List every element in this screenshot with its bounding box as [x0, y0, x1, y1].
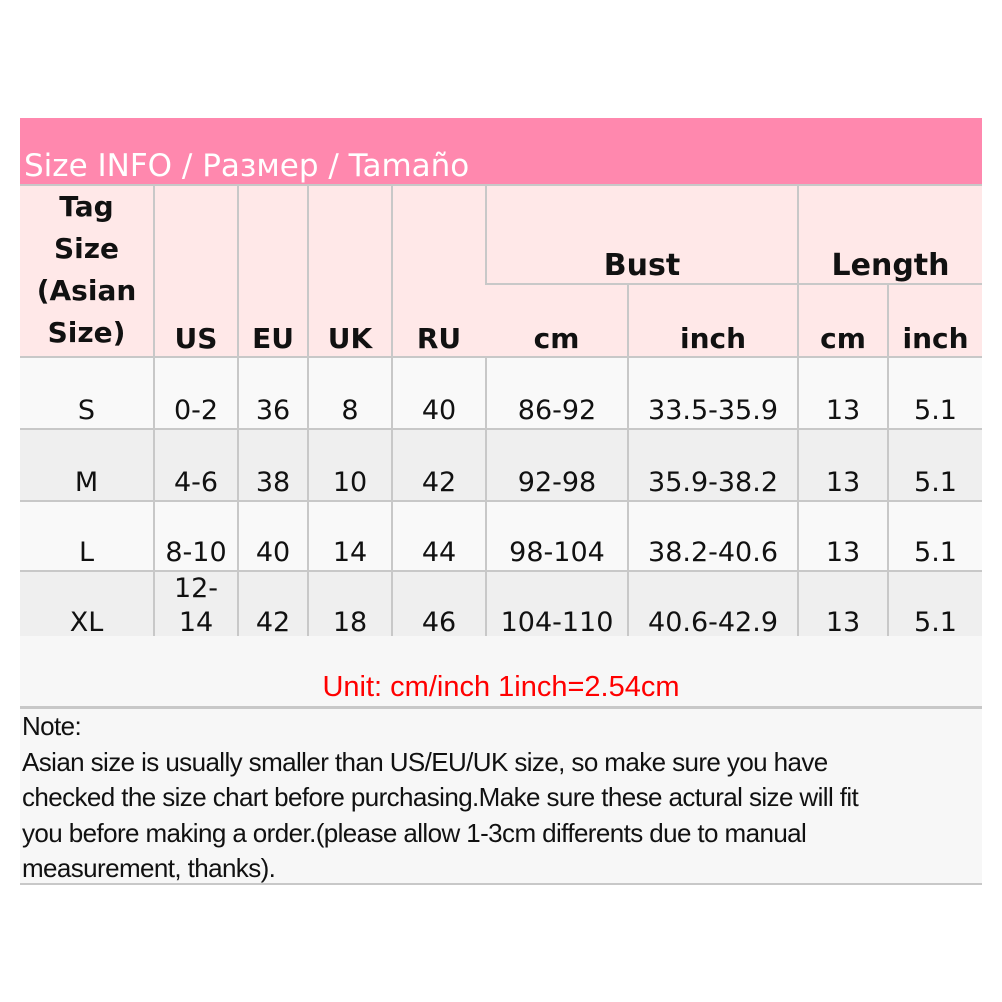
- cell-uk: 14: [307, 500, 392, 572]
- cell-bust-inch: 33.5-35.9: [626, 356, 799, 430]
- header-bust-inch: inch: [626, 283, 799, 358]
- header-eu: EU: [237, 184, 308, 358]
- size-table: Tag Size (Asian Size) US EU UK RU Bust L…: [20, 183, 983, 642]
- cell-ru: 46: [391, 570, 486, 642]
- cell-length-cm: 13: [797, 570, 889, 642]
- cell-eu: 38: [237, 428, 308, 502]
- cell-length-cm: 13: [797, 500, 889, 572]
- header-length: Length: [797, 183, 983, 286]
- cell-bust-inch: 35.9-38.2: [626, 428, 799, 502]
- cell-us: 12-14: [153, 570, 238, 642]
- unit-row: Unit: cm/inch 1inch=2.54cm: [20, 636, 982, 709]
- cell-length-inch: 5.1: [887, 570, 983, 642]
- cell-length-inch: 5.1: [887, 500, 983, 572]
- table-row: L 8-10 40 14 44 98-104 38.2-40.6 13 5.1: [20, 500, 983, 572]
- cell-bust-cm: 104-110: [485, 570, 628, 642]
- cell-uk: 10: [307, 428, 392, 502]
- cell-bust-cm: 92-98: [485, 428, 628, 502]
- header-uk: UK: [307, 184, 392, 358]
- title: Size INFO / Размер / Tamaño: [24, 148, 470, 184]
- table-row: XL 12-14 42 18 46 104-110 40.6-42.9 13 5…: [20, 570, 983, 642]
- cell-bust-cm: 98-104: [485, 500, 628, 572]
- cell-eu: 36: [237, 356, 308, 430]
- cell-bust-cm: 86-92: [485, 356, 628, 430]
- cell-ru: 42: [391, 428, 486, 502]
- cell-tag: M: [20, 428, 154, 502]
- cell-bust-inch: 38.2-40.6: [626, 500, 799, 572]
- note-line: Asian size is usually smaller than US/EU…: [22, 746, 828, 777]
- note-line: you before making a order.(please allow …: [22, 817, 807, 848]
- note-section: Note: Asian size is usually smaller than…: [20, 709, 982, 885]
- cell-tag: XL: [20, 570, 154, 642]
- header-ru: RU: [391, 184, 486, 358]
- cell-tag: L: [20, 500, 154, 572]
- header-bust: Bust: [484, 183, 799, 286]
- cell-uk: 8: [307, 356, 392, 430]
- cell-length-inch: 5.1: [887, 428, 983, 502]
- cell-ru: 44: [391, 500, 486, 572]
- note-line: checked the size chart before purchasing…: [22, 782, 859, 812]
- cell-uk: 18: [307, 570, 392, 642]
- header-us: US: [153, 184, 238, 358]
- cell-length-inch: 5.1: [887, 356, 983, 430]
- header-length-inch: inch: [887, 283, 983, 358]
- cell-length-cm: 13: [797, 356, 889, 430]
- title-banner: Size INFO / Размер / Tamaño: [20, 118, 982, 184]
- cell-us: 8-10: [153, 500, 238, 572]
- cell-us: 0-2: [153, 356, 238, 430]
- unit-note: Unit: cm/inch 1inch=2.54cm: [322, 671, 680, 703]
- table-row: S 0-2 36 8 40 86-92 33.5-35.9 13 5.1: [20, 356, 983, 430]
- cell-eu: 42: [237, 570, 308, 642]
- cell-length-cm: 13: [797, 428, 889, 502]
- header-length-cm: cm: [797, 283, 889, 358]
- table-row: M 4-6 38 10 42 92-98 35.9-38.2 13 5.1: [20, 428, 983, 502]
- header-tag-size: Tag Size (Asian Size): [20, 184, 154, 358]
- header-bust-cm: cm: [486, 283, 628, 358]
- note-label: Note:: [22, 711, 82, 741]
- cell-eu: 40: [237, 500, 308, 572]
- cell-us: 4-6: [153, 428, 238, 502]
- cell-bust-inch: 40.6-42.9: [626, 570, 799, 642]
- cell-tag: S: [20, 356, 154, 430]
- cell-ru: 40: [391, 356, 486, 430]
- note-line: measurement, thanks).: [22, 853, 276, 883]
